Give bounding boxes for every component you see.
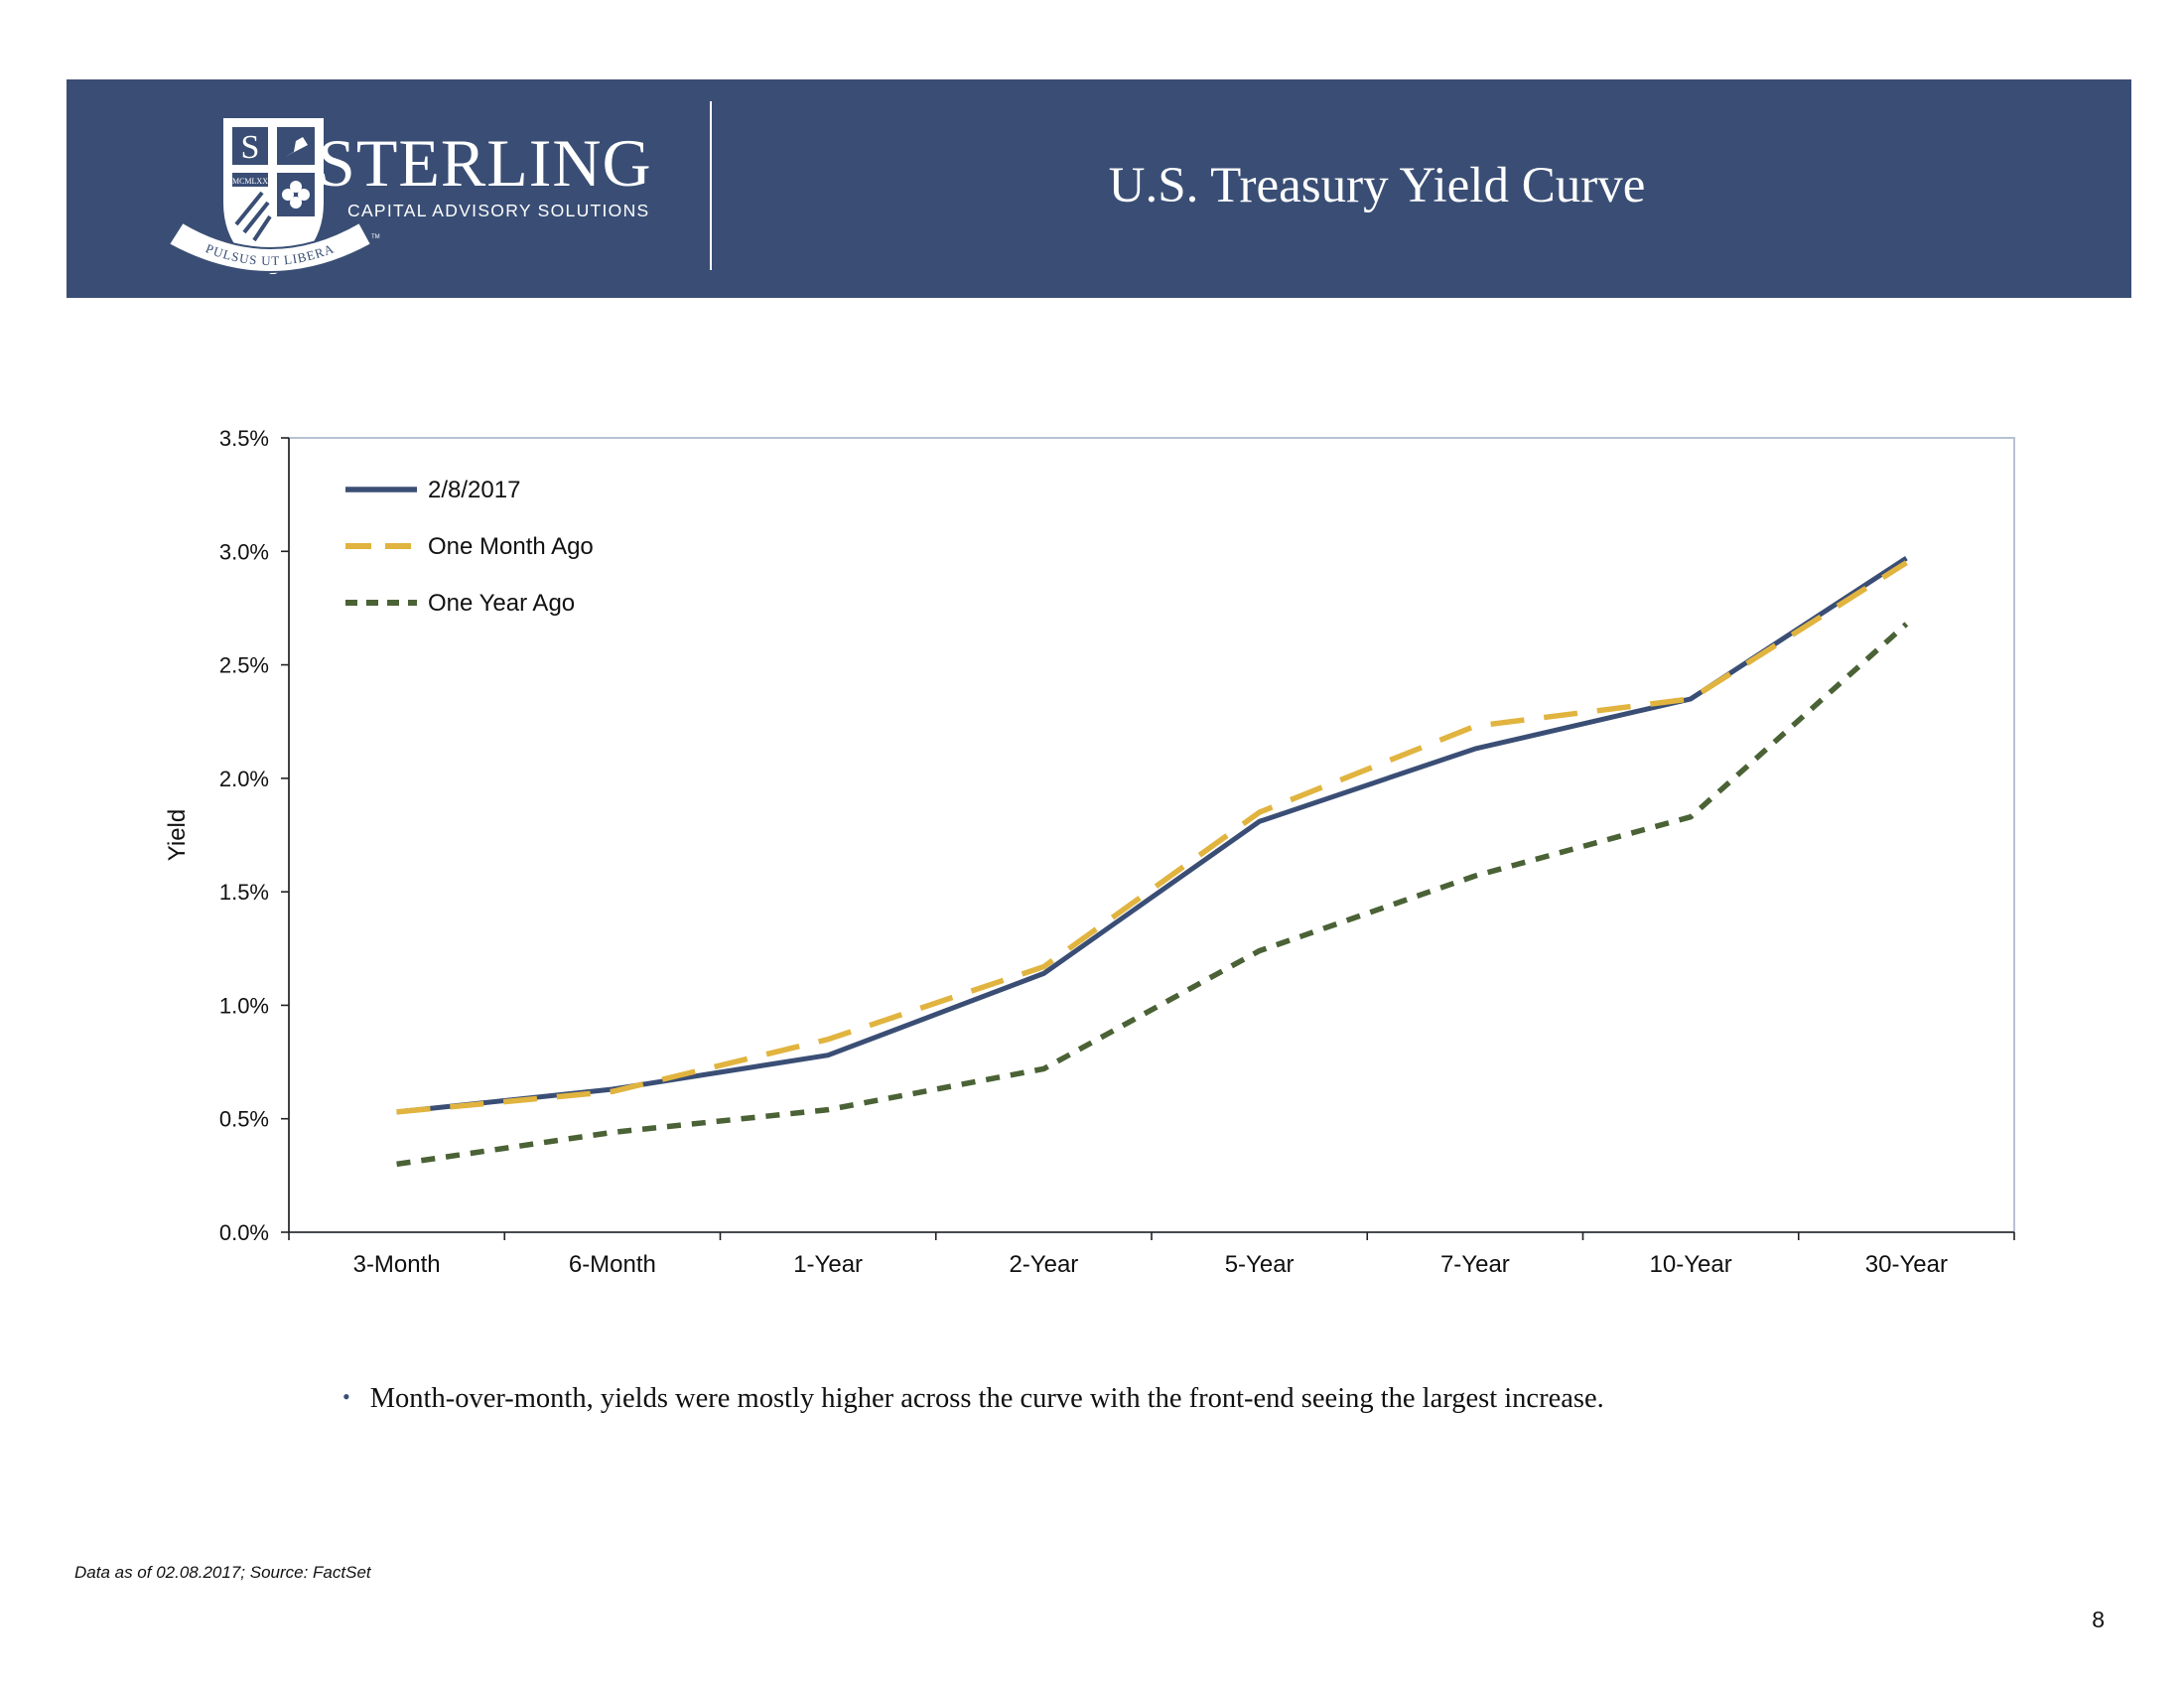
sterling-logo: S MCMLXX PULSUS UT LIBERA TM <box>167 116 380 274</box>
x-tick-label: 1-Year <box>793 1251 863 1278</box>
chart-legend: 2/8/2017 One Month Ago One Year Ago <box>345 477 594 617</box>
series-line-dotted <box>396 622 1909 1168</box>
bullet-note-text: Month-over-month, yields were mostly hig… <box>369 1383 1604 1414</box>
x-tick-label: 3-Month <box>353 1251 441 1278</box>
crest-roman: MCMLXX <box>232 177 268 186</box>
brand-tagline: CAPITAL ADVISORY SOLUTIONS <box>347 201 650 220</box>
source-note: Data as of 02.08.2017; Source: FactSet <box>74 1563 371 1582</box>
y-tick-label: 3.0% <box>219 539 269 564</box>
crest-ribbon <box>167 220 373 273</box>
bullet-dot: • <box>342 1384 350 1409</box>
series-line-solid <box>396 556 1908 1115</box>
x-tick-label: 2-Year <box>1009 1251 1078 1278</box>
crest-flower-icon <box>282 181 310 209</box>
y-tick-label: 1.5% <box>219 880 269 905</box>
series-line-dashed <box>396 560 1908 1115</box>
x-tick-label: 5-Year <box>1225 1251 1295 1278</box>
page-title: U.S. Treasury Yield Curve <box>1108 158 1646 213</box>
header-banner: S MCMLXX PULSUS UT LIBERA TM STERLING CA… <box>67 79 2131 298</box>
yield-curve-chart: 0.0% 0.5% 1.0% 1.5% 2.0% 2.5% 3.0% 3.5% 3-Month 6… <box>164 426 2015 1278</box>
crest-roman-band <box>232 173 268 187</box>
crest-tm: TM <box>371 234 380 240</box>
y-tick-label: 1.0% <box>219 993 269 1018</box>
y-tick-label: 2.5% <box>219 653 269 678</box>
bullet-note: • Month-over-month, yields were mostly hi… <box>342 1383 1604 1415</box>
header-divider <box>710 101 712 270</box>
page-number: 8 <box>2092 1607 2105 1632</box>
legend-label: 2/8/2017 <box>428 477 520 503</box>
legend-label: One Month Ago <box>428 533 594 560</box>
crest-stripes-icon <box>234 191 272 242</box>
y-tick-label: 0.0% <box>219 1220 269 1245</box>
crest-quadrant-letter <box>232 127 268 165</box>
y-tick-label: 0.5% <box>219 1107 269 1132</box>
chart-axes: 0.0% 0.5% 1.0% 1.5% 2.0% 2.5% 3.0% 3.5% 3-Month 6… <box>164 426 2015 1278</box>
x-tick-label: 6-Month <box>569 1251 656 1278</box>
brand-name: STERLING <box>318 125 652 201</box>
crest-bird-icon <box>285 137 308 157</box>
crest-letter: S <box>241 129 260 166</box>
y-tick-label: 3.5% <box>219 426 269 451</box>
legend-label: One Year Ago <box>428 590 575 617</box>
y-tick-label: 2.0% <box>219 767 269 791</box>
chart-series <box>396 556 1909 1168</box>
x-tick-label: 7-Year <box>1440 1251 1510 1278</box>
x-tick-label: 10-Year <box>1650 1251 1732 1278</box>
x-tick-label: 30-Year <box>1865 1251 1948 1278</box>
y-axis-label: Yield <box>164 809 191 861</box>
